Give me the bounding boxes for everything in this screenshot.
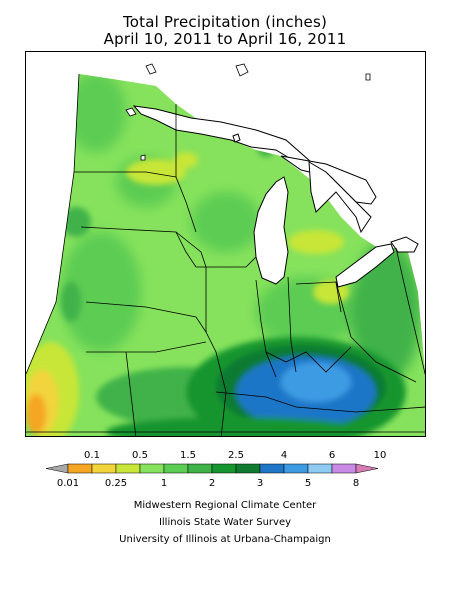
precip-field [26, 74, 425, 436]
legend-swatch [211, 463, 237, 474]
legend-bottom-label: 1 [161, 478, 167, 489]
legend-top-label: 10 [374, 450, 387, 461]
legend-swatch [139, 463, 165, 474]
legend-top-label: 1.5 [180, 450, 196, 461]
legend-swatch [307, 463, 333, 474]
legend-swatch [187, 463, 213, 474]
legend-top-label: 4 [281, 450, 287, 461]
state-boundaries [26, 73, 425, 436]
legend-swatch [163, 463, 189, 474]
legend-swatch [331, 463, 357, 474]
credit-mrcc: Midwestern Regional Climate Center [133, 500, 317, 511]
legend-swatch [67, 463, 93, 474]
legend-bottom-label: 3 [257, 478, 263, 489]
legend-top-label: 6 [329, 450, 335, 461]
legend-under-arrow [45, 463, 69, 474]
precipitation-map [25, 51, 426, 437]
legend-top-label: 0.1 [84, 450, 100, 461]
precipitation-map-svg [26, 63, 425, 436]
legend-top-label: 2.5 [228, 450, 244, 461]
legend-top-label: 0.5 [132, 450, 148, 461]
legend-swatch [283, 463, 309, 474]
legend-swatch [235, 463, 261, 474]
credit-isws: Illinois State Water Survey [158, 517, 292, 528]
legend-bottom-label: 0.01 [57, 478, 79, 489]
credit-uiuc: University of Illinois at Urbana-Champai… [119, 534, 331, 545]
legend-bottom-label: 2 [209, 478, 215, 489]
islands [125, 63, 371, 161]
legend-over-arrow [355, 463, 379, 474]
map-title: Total Precipitation (inches) [122, 13, 328, 31]
legend-bottom-label: 8 [353, 478, 359, 489]
legend-swatch [115, 463, 141, 474]
precip-legend: 0.1 0.5 1.5 2.5 4 6 10 0.01 0.25 1 2 3 5 8 [45, 450, 387, 489]
legend-swatch [259, 463, 285, 474]
legend-bottom-label: 0.25 [105, 478, 127, 489]
great-lakes [132, 105, 419, 288]
map-date-range: April 10, 2011 to April 16, 2011 [103, 30, 347, 48]
legend-bottom-label: 5 [305, 478, 311, 489]
legend-swatch [91, 463, 117, 474]
